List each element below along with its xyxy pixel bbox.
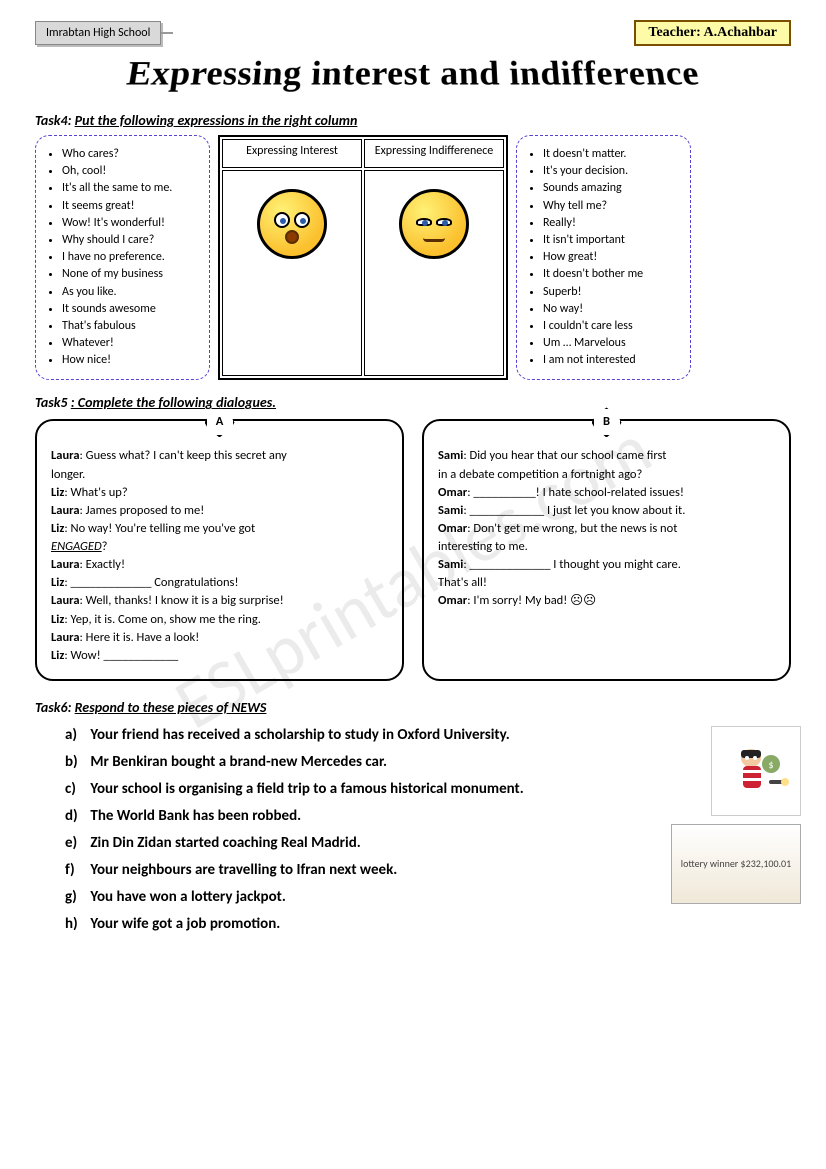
news-item: h) Your wife got a job promotion. <box>65 911 791 938</box>
list-item: I couldn't care less <box>543 318 680 334</box>
dialogue-line: in a debate competition a fortnight ago? <box>438 466 775 484</box>
dialogue-line: Laura: Exactly! <box>51 556 388 574</box>
lottery-image: lottery winner $232,100.01 <box>671 824 801 904</box>
dialogue-line: Laura: Well, thanks! I know it is a big … <box>51 592 388 610</box>
task5-heading: Task5 : Complete the following dialogues… <box>35 394 791 411</box>
dialogue-line: ENGAGED? <box>51 538 388 556</box>
page-title: Expressing interest and indifference <box>31 53 796 93</box>
svg-text:$: $ <box>768 758 773 771</box>
dialogue-line: Laura: James proposed to me! <box>51 502 388 520</box>
list-item: It doesn't matter. <box>543 146 680 162</box>
list-item: It's all the same to me. <box>62 180 199 196</box>
list-item: It isn't important <box>543 232 680 248</box>
dialogue-line: That's all! <box>438 574 775 592</box>
col-indifference-header: Expressing Indifferenece <box>364 139 504 168</box>
side-images: $ lottery winner $232,100.01 <box>671 726 801 904</box>
list-item: How great! <box>543 249 680 265</box>
school-name: Imrabtan High School <box>35 21 161 45</box>
dialogue-b: B Sami: Did you hear that our school cam… <box>422 419 791 681</box>
list-item: Superb! <box>543 284 680 300</box>
dialogue-line: Liz: Yep, it is. Come on, show me the ri… <box>51 611 388 629</box>
dialogue-line: longer. <box>51 466 388 484</box>
expressions-left: Who cares?Oh, cool!It's all the same to … <box>35 135 210 380</box>
dialogue-line: Liz: _____________ Congratulations! <box>51 574 388 592</box>
list-item: Whatever! <box>62 335 199 351</box>
list-item: Why tell me? <box>543 198 680 214</box>
surprised-face-icon <box>257 189 327 259</box>
badge-a: A <box>205 407 235 437</box>
dialogue-line: Omar: Don't get me wrong, but the news i… <box>438 520 775 538</box>
list-item: How nice! <box>62 352 199 368</box>
task4-label: Task4: <box>35 112 71 129</box>
dialogue-line: Omar: __________! I hate school-related … <box>438 484 775 502</box>
col-interest-header: Expressing Interest <box>222 139 362 168</box>
list-item: It doesn't bother me <box>543 266 680 282</box>
list-item: Oh, cool! <box>62 163 199 179</box>
task6-instruction: Respond to these pieces of NEWS <box>75 699 267 716</box>
list-item: It's your decision. <box>543 163 680 179</box>
dialogue-line: interesting to me. <box>438 538 775 556</box>
thief-image: $ <box>711 726 801 816</box>
dialogue-line: Sami: Did you hear that our school came … <box>438 447 775 465</box>
dialogue-line: Laura: Guess what? I can't keep this sec… <box>51 447 388 465</box>
sorting-table: Expressing Interest Expressing Indiffere… <box>218 135 508 380</box>
list-item: Sounds amazing <box>543 180 680 196</box>
dialogue-line: Liz: What's up? <box>51 484 388 502</box>
list-item: Who cares? <box>62 146 199 162</box>
task4-heading: Task4: Put the following expressions in … <box>35 112 791 129</box>
expressions-right: It doesn't matter.It's your decision.Sou… <box>516 135 691 380</box>
bored-face-icon <box>399 189 469 259</box>
dialogue-line: Liz: No way! You're telling me you've go… <box>51 520 388 538</box>
task6-content: a) Your friend has received a scholarshi… <box>35 722 791 938</box>
dialogue-line: Omar: I'm sorry! My bad! ☹☹ <box>438 592 775 610</box>
list-item: Um … Marvelous <box>543 335 680 351</box>
dialogue-a: A Laura: Guess what? I can't keep this s… <box>35 419 404 681</box>
list-item: I am not interested <box>543 352 680 368</box>
dialogue-line: Liz: Wow! ____________ <box>51 647 388 665</box>
list-item: As you like. <box>62 284 199 300</box>
dialogue-line: Sami: _____________ I thought you might … <box>438 556 775 574</box>
list-item: None of my business <box>62 266 199 282</box>
badge-b: B <box>592 407 622 437</box>
task6-label: Task6: <box>35 699 71 716</box>
list-item: It seems great! <box>62 198 199 214</box>
list-item: It sounds awesome <box>62 301 199 317</box>
task4-row: Who cares?Oh, cool!It's all the same to … <box>35 135 791 380</box>
dialogue-line: Sami: ____________ I just let you know a… <box>438 502 775 520</box>
dialogues-row: A Laura: Guess what? I can't keep this s… <box>35 419 791 681</box>
list-item: Why should I care? <box>62 232 199 248</box>
col-interest-body <box>222 170 362 376</box>
teacher-name: A.Achahbar <box>703 25 777 40</box>
task5-label: Task5 <box>35 394 68 411</box>
task6-heading: Task6: Respond to these pieces of NEWS <box>35 699 791 716</box>
list-item: Wow! It's wonderful! <box>62 215 199 231</box>
dialogue-line: Laura: Here it is. Have a look! <box>51 629 388 647</box>
list-item: I have no preference. <box>62 249 199 265</box>
list-item: That's fabulous <box>62 318 199 334</box>
teacher-label: Teacher: <box>648 25 700 40</box>
task4-instruction: Put the following expressions in the rig… <box>75 112 358 129</box>
header-row: Imrabtan High School Teacher: A.Achahbar <box>35 20 791 46</box>
list-item: No way! <box>543 301 680 317</box>
connector-line <box>161 32 173 34</box>
list-item: Really! <box>543 215 680 231</box>
col-indifference-body <box>364 170 504 376</box>
task5-instruction: : Complete the following dialogues. <box>71 394 276 411</box>
teacher-box: Teacher: A.Achahbar <box>634 20 791 46</box>
